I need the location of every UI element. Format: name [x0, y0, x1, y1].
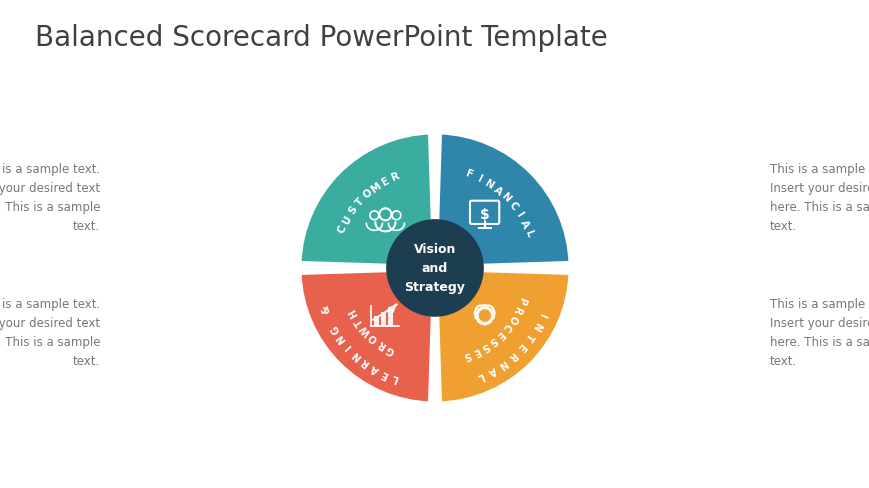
Text: P: P [515, 295, 527, 305]
Text: I: I [514, 210, 524, 219]
Bar [388, 308, 393, 326]
Text: M: M [369, 180, 383, 194]
Text: O: O [367, 331, 380, 344]
Wedge shape [434, 268, 571, 405]
Text: This is a sample text.
Insert your desired text
here. This is a sample
text.: This is a sample text. Insert your desir… [0, 163, 100, 233]
Text: S: S [347, 204, 359, 216]
Text: R: R [506, 348, 518, 361]
Text: I: I [343, 342, 354, 351]
Wedge shape [298, 268, 434, 405]
Text: Vision
and
Strategy: Vision and Strategy [404, 243, 465, 294]
Text: E: E [380, 175, 391, 187]
Circle shape [387, 221, 482, 316]
Text: E: E [515, 340, 527, 352]
Text: U: U [341, 213, 354, 225]
Text: A: A [518, 218, 530, 230]
Text: E: E [379, 367, 389, 379]
Text: N: N [482, 178, 494, 191]
Text: C: C [336, 224, 348, 235]
Text: $: $ [479, 208, 489, 222]
Bar [381, 312, 386, 326]
Text: L: L [475, 369, 485, 381]
Text: O: O [506, 312, 519, 324]
Text: L: L [522, 229, 534, 239]
Text: S: S [487, 334, 498, 346]
Text: S: S [461, 349, 472, 361]
Text: R: R [359, 355, 371, 368]
Text: O: O [362, 187, 375, 201]
Text: G: G [385, 343, 396, 356]
Text: This is a sample text.
Insert your desired text
here. This is a sample
text.: This is a sample text. Insert your desir… [769, 297, 869, 367]
Text: C: C [507, 200, 519, 212]
Text: I: I [536, 310, 547, 317]
Wedge shape [298, 132, 434, 268]
Text: G: G [328, 323, 342, 334]
Text: R: R [390, 170, 401, 183]
Text: R: R [511, 304, 523, 315]
Text: F: F [464, 169, 474, 181]
Text: T: T [353, 316, 365, 327]
Text: W: W [358, 322, 373, 337]
Text: N: N [335, 331, 348, 344]
Text: H: H [348, 306, 360, 318]
Text: S: S [479, 340, 490, 352]
Text: R: R [375, 338, 388, 350]
Text: A: A [486, 364, 497, 376]
Text: N: N [350, 348, 362, 361]
Text: &: & [319, 303, 331, 314]
Text: A: A [368, 362, 381, 374]
Text: L: L [390, 372, 400, 383]
Bar [374, 316, 379, 326]
Text: E: E [494, 327, 506, 339]
Wedge shape [434, 132, 571, 268]
Text: This is a sample text.
Insert your desired text
here. This is a sample
text.: This is a sample text. Insert your desir… [769, 163, 869, 233]
Text: C: C [501, 320, 513, 332]
Text: N: N [529, 319, 542, 331]
Text: N: N [499, 191, 512, 204]
Text: T: T [354, 196, 366, 208]
Text: N: N [496, 356, 508, 369]
Text: A: A [491, 184, 503, 197]
Text: This is a sample text.
Insert your desired text
here. This is a sample
text.: This is a sample text. Insert your desir… [0, 297, 100, 367]
Text: I: I [475, 174, 483, 184]
Text: Balanced Scorecard PowerPoint Template: Balanced Scorecard PowerPoint Template [35, 24, 607, 52]
Text: E: E [470, 345, 481, 357]
Text: T: T [523, 330, 535, 342]
